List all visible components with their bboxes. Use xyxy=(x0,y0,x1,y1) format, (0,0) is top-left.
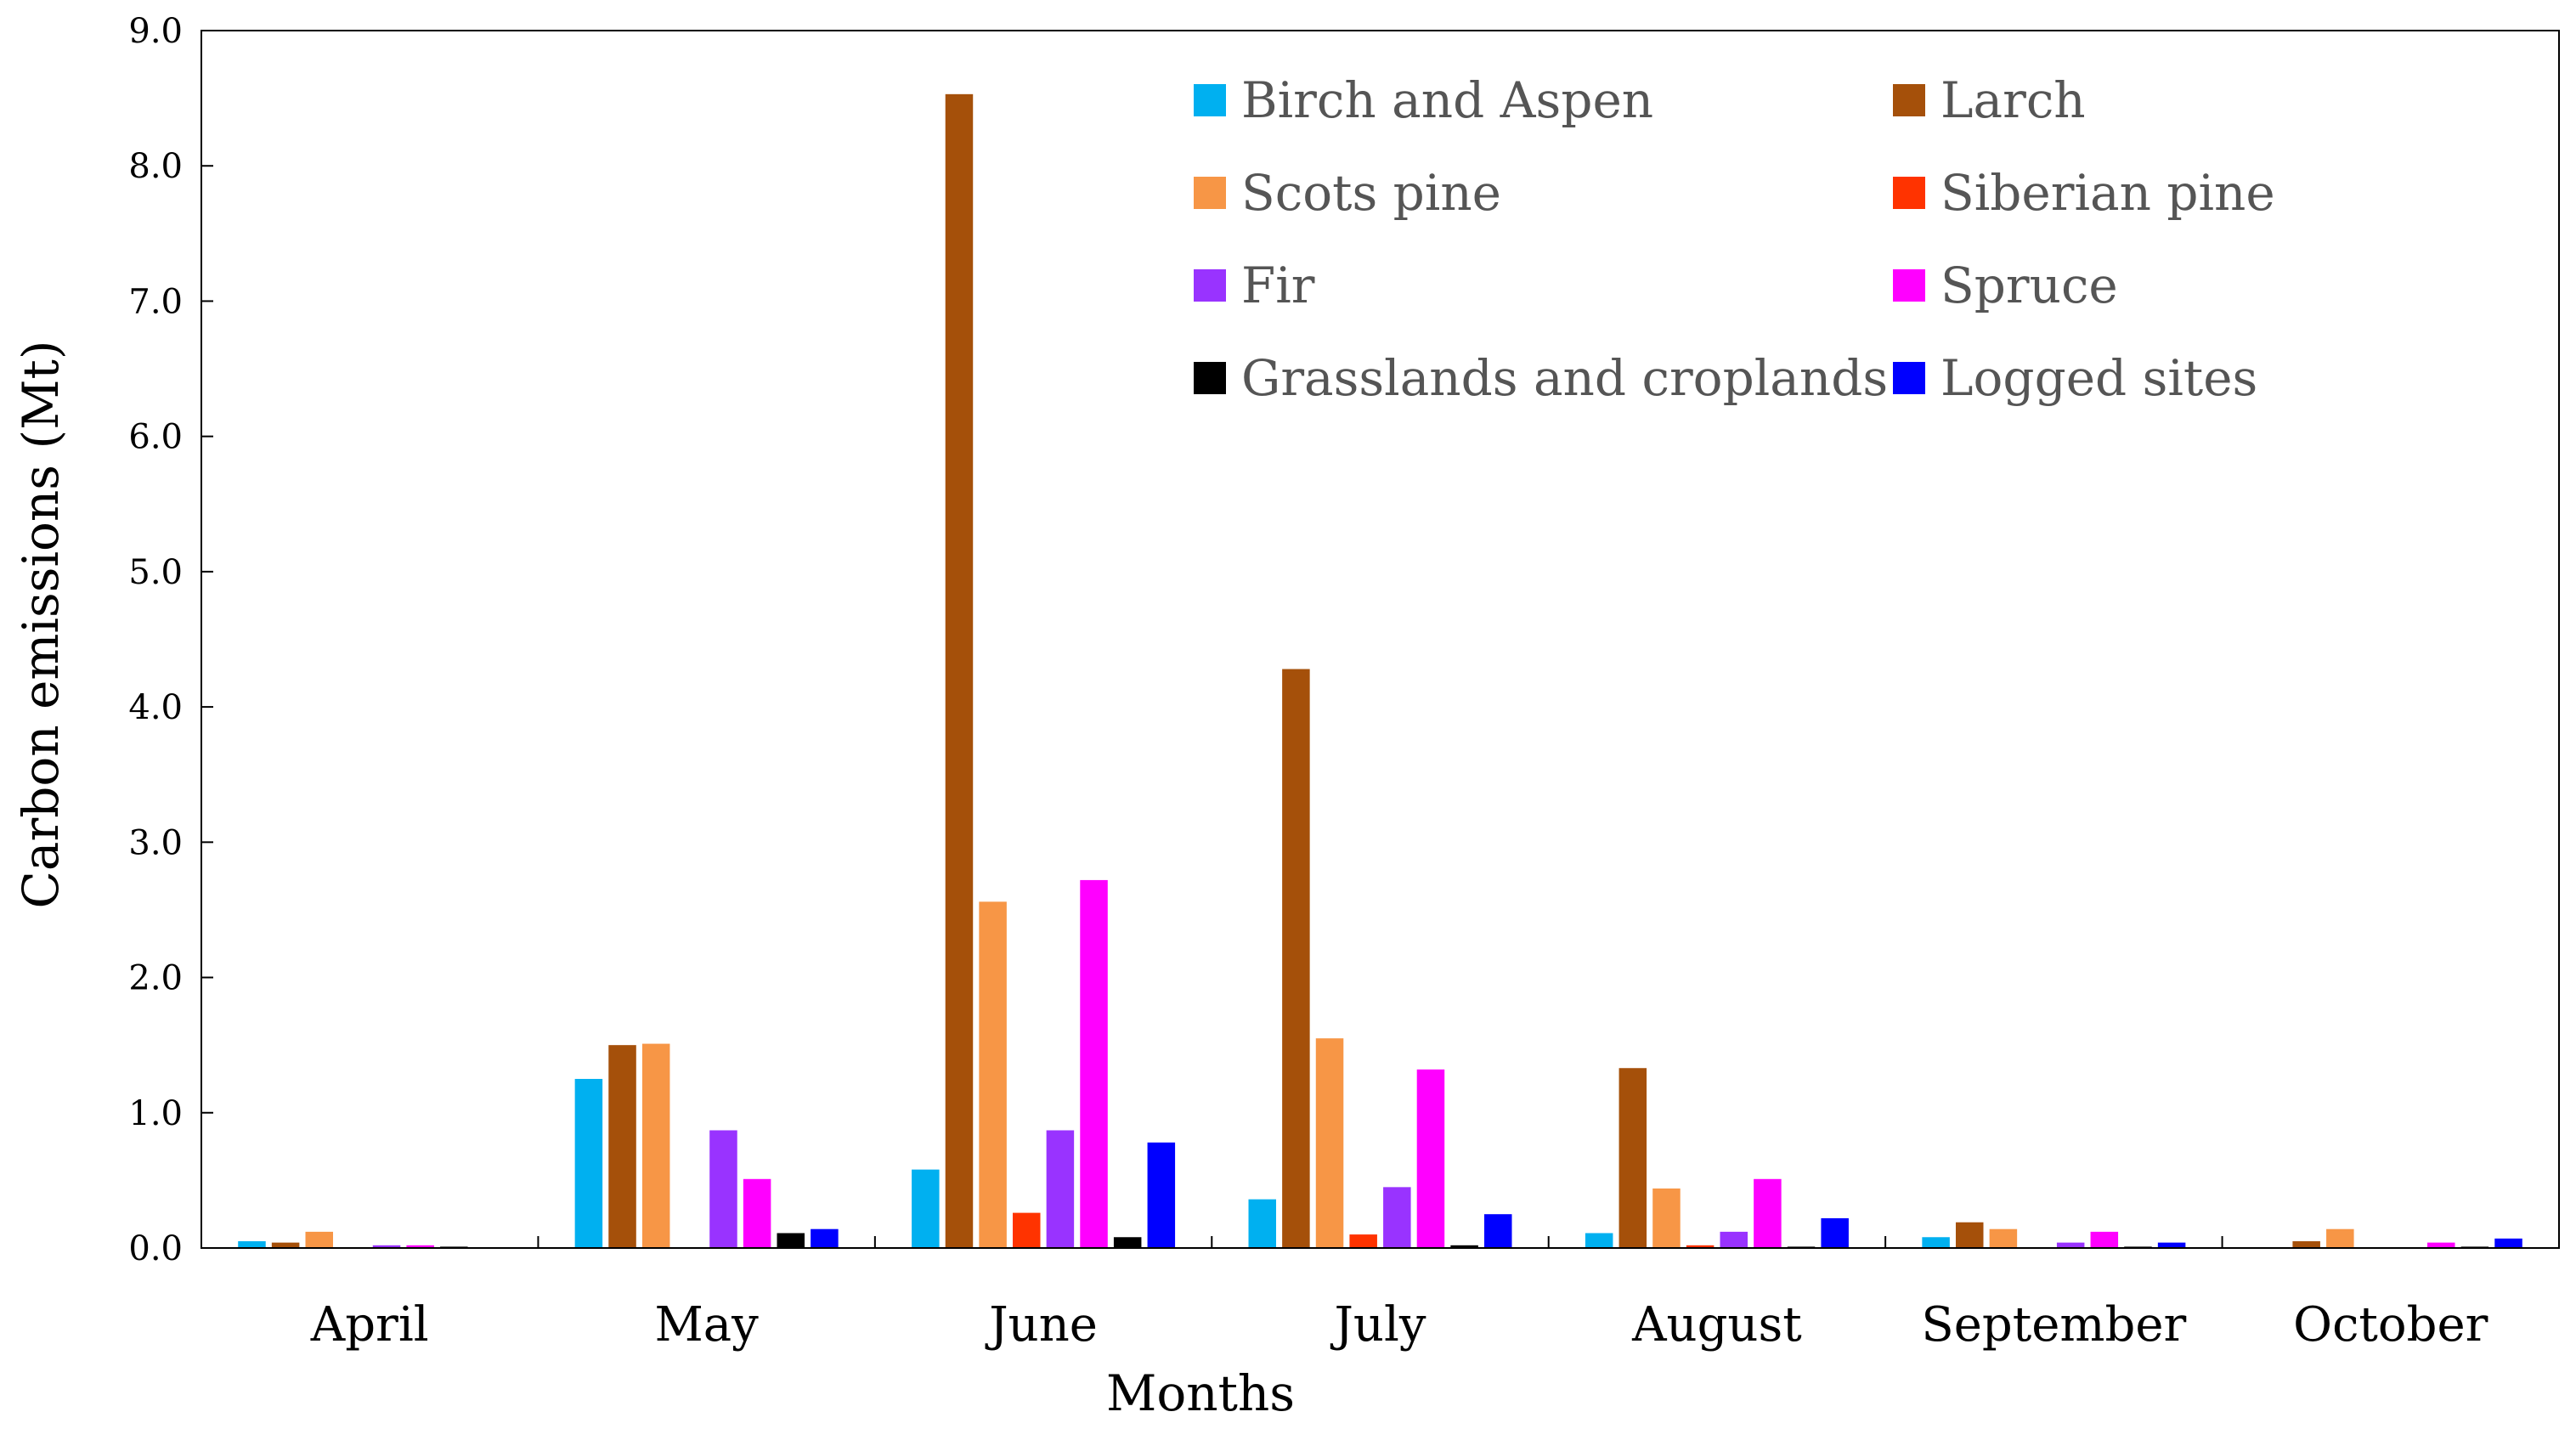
bar-logged-sites-august xyxy=(1821,1217,1849,1248)
legend-swatch xyxy=(1893,177,1925,209)
bar-scots-pine-june xyxy=(979,901,1007,1248)
bar-logged-sites-july xyxy=(1483,1214,1512,1248)
bar-spruce-april xyxy=(406,1245,434,1248)
y-tick-label: 6.0 xyxy=(128,418,183,457)
y-tick-label: 2.0 xyxy=(128,959,183,998)
y-tick-label: 8.0 xyxy=(128,147,183,186)
y-tick-label: 9.0 xyxy=(128,12,183,51)
bar-birch-and-aspen-june xyxy=(912,1169,940,1248)
y-tick-label: 0.0 xyxy=(128,1229,183,1268)
legend-label: Birch and Aspen xyxy=(1241,71,1653,129)
y-axis-title: Carbon emissions (Mt) xyxy=(12,341,70,909)
y-tick-label: 1.0 xyxy=(128,1094,183,1133)
bar-larch-april xyxy=(271,1242,300,1248)
y-ticks: 0.0 1.0 2.0 3.0 4.0 5.0 6.0 7.0 8.0 9.0 xyxy=(128,12,213,1268)
bar-scots-pine-april xyxy=(305,1231,334,1248)
bar-birch-and-aspen-august xyxy=(1585,1233,1613,1248)
bar-spruce-july xyxy=(1416,1069,1445,1248)
bar-fir-august xyxy=(1720,1231,1748,1248)
bar-birch-and-aspen-may xyxy=(574,1078,603,1248)
bar-grasslands-and-croplands-june xyxy=(1113,1237,1142,1248)
bar-fir-july xyxy=(1383,1187,1411,1248)
x-axis-title: Months xyxy=(1106,1364,1295,1422)
legend-label: Scots pine xyxy=(1241,164,1501,222)
bar-spruce-june xyxy=(1080,879,1108,1248)
bar-spruce-september xyxy=(2090,1231,2119,1248)
legend-label: Logged sites xyxy=(1940,349,2257,407)
legend-label: Fir xyxy=(1241,257,1315,314)
bar-logged-sites-june xyxy=(1147,1142,1176,1248)
bar-siberian-pine-august xyxy=(1686,1245,1715,1248)
legend-label: Siberian pine xyxy=(1940,164,2275,222)
legend: Birch and Aspen Larch Scots pine Siberian p… xyxy=(1194,71,2275,407)
y-tick-label: 4.0 xyxy=(128,688,183,727)
bar-logged-sites-october xyxy=(2494,1238,2522,1248)
legend-swatch xyxy=(1893,269,1925,302)
bar-spruce-august xyxy=(1754,1178,1782,1248)
y-tick-label: 3.0 xyxy=(128,823,183,862)
bar-logged-sites-may xyxy=(811,1228,839,1248)
bar-scots-pine-july xyxy=(1315,1038,1344,1248)
legend-label: Larch xyxy=(1940,71,2086,129)
bar-logged-sites-september xyxy=(2157,1242,2186,1248)
x-tick-label: April xyxy=(310,1297,429,1352)
x-ticks: April May June July August September October xyxy=(201,1236,2560,1352)
x-tick-label: June xyxy=(985,1297,1098,1352)
bar-larch-september xyxy=(1955,1222,1984,1248)
bar-larch-may xyxy=(608,1045,636,1248)
bar-grasslands-and-croplands-may xyxy=(777,1233,805,1248)
x-tick-label: July xyxy=(1330,1297,1426,1352)
x-tick-label: August xyxy=(1631,1297,1802,1352)
bar-scots-pine-october xyxy=(2326,1228,2354,1248)
bar-scots-pine-august xyxy=(1652,1188,1681,1248)
plot-frame xyxy=(201,30,2560,1249)
bar-larch-august xyxy=(1618,1068,1647,1248)
y-tick-label: 7.0 xyxy=(128,282,183,321)
legend-swatch xyxy=(1893,84,1925,116)
bar-siberian-pine-june xyxy=(1012,1212,1041,1248)
x-tick-label: October xyxy=(2293,1297,2488,1352)
bar-fir-may xyxy=(709,1130,737,1248)
bar-scots-pine-may xyxy=(641,1043,670,1248)
legend-swatch xyxy=(1194,362,1226,394)
bar-birch-and-aspen-april xyxy=(238,1241,266,1248)
legend-swatch xyxy=(1194,269,1226,302)
bar-grasslands-and-croplands-july xyxy=(1450,1245,1478,1248)
bar-larch-june xyxy=(945,93,974,1248)
bar-fir-april xyxy=(372,1245,401,1248)
bar-birch-and-aspen-september xyxy=(1922,1237,1950,1248)
axes-layer xyxy=(201,30,2560,1249)
legend-label: Grasslands and croplands xyxy=(1241,349,1888,407)
bar-fir-september xyxy=(2056,1242,2085,1248)
bar-siberian-pine-july xyxy=(1349,1234,1377,1248)
legend-swatch xyxy=(1194,177,1226,209)
bar-scots-pine-september xyxy=(1989,1228,2018,1248)
y-tick-label: 5.0 xyxy=(128,553,183,592)
bars-layer xyxy=(238,93,2522,1248)
bar-larch-october xyxy=(2292,1241,2320,1248)
bar-fir-june xyxy=(1046,1130,1075,1248)
x-tick-label: May xyxy=(654,1297,759,1352)
bar-larch-july xyxy=(1282,669,1310,1248)
legend-swatch xyxy=(1893,362,1925,394)
bar-spruce-october xyxy=(2426,1242,2455,1248)
legend-swatch xyxy=(1194,84,1226,116)
bar-spruce-may xyxy=(743,1178,771,1248)
x-tick-label: September xyxy=(1921,1297,2186,1352)
legend-label: Spruce xyxy=(1940,257,2118,314)
bar-birch-and-aspen-july xyxy=(1248,1199,1277,1248)
